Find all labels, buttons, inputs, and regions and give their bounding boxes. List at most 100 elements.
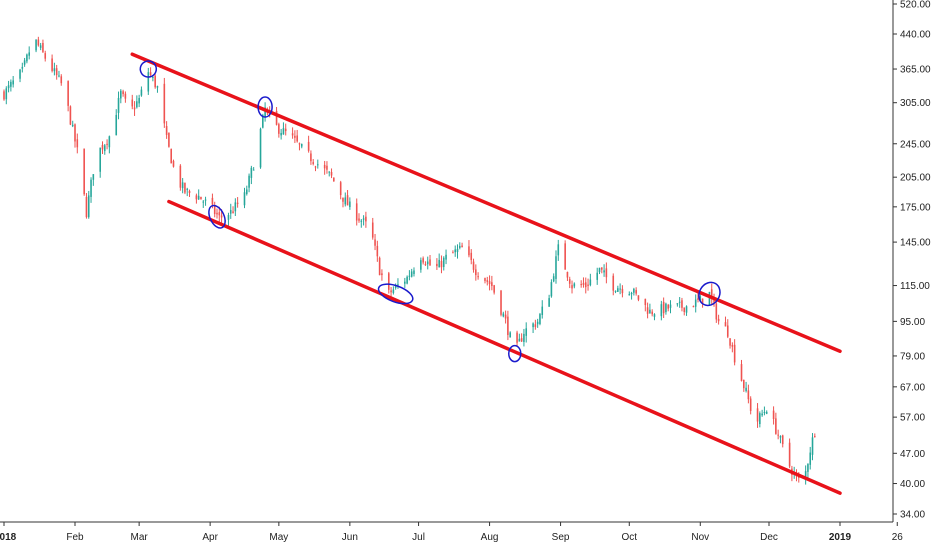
candle [5, 86, 8, 105]
candle [507, 310, 509, 341]
candle [163, 77, 166, 128]
candle [284, 123, 287, 136]
candle [28, 46, 30, 60]
candle [12, 76, 14, 88]
candle [715, 300, 718, 323]
candle [316, 159, 319, 169]
candle [60, 74, 63, 86]
x-tick-label: Jun [342, 532, 358, 543]
candle [520, 333, 523, 342]
candle [665, 302, 667, 315]
candle [156, 85, 159, 93]
candle [280, 128, 282, 140]
candle [154, 73, 156, 89]
candle [200, 196, 202, 200]
candle [605, 262, 608, 284]
candle [516, 330, 518, 347]
candle [600, 267, 603, 274]
candle [312, 159, 315, 166]
x-tick-label: Feb [66, 532, 84, 543]
x-tick-label: Jul [412, 532, 425, 543]
candle [394, 283, 397, 290]
candle [374, 233, 376, 251]
candle [761, 409, 763, 417]
candle [759, 411, 761, 428]
candle [296, 129, 298, 143]
candle [429, 255, 431, 266]
candle [83, 148, 85, 196]
x-tick-label: Nov [691, 532, 709, 543]
candle [745, 381, 747, 393]
candle [101, 141, 104, 154]
candle [58, 70, 60, 78]
candle [630, 291, 633, 300]
candle [692, 305, 695, 308]
candle [475, 264, 477, 281]
lower-channel-line [167, 199, 842, 495]
candle [149, 67, 152, 78]
candle [568, 276, 571, 289]
candle [413, 267, 415, 277]
candle [628, 291, 631, 296]
candle [681, 297, 683, 312]
candle [669, 300, 672, 314]
candle [662, 297, 665, 319]
candle [37, 36, 40, 47]
candle [42, 39, 44, 54]
y-tick-label: 440.00 [900, 30, 931, 41]
touch-point-ellipse [257, 96, 273, 118]
y-tick-label: 57.00 [900, 413, 925, 424]
candle [234, 198, 237, 217]
candle [772, 406, 775, 425]
candle [445, 249, 447, 265]
candle [115, 109, 118, 136]
candle [653, 313, 656, 321]
candle [424, 261, 427, 266]
candle [376, 240, 379, 262]
candle [814, 433, 816, 438]
y-tick-label: 365.00 [900, 65, 931, 76]
candle [202, 200, 205, 208]
candle [587, 278, 589, 291]
candle [488, 275, 491, 291]
candle [756, 403, 759, 428]
candle [365, 211, 367, 228]
x-tick-label: Dec [760, 532, 778, 543]
candle [534, 319, 537, 330]
candle [53, 62, 56, 76]
candle [197, 189, 200, 200]
candle [184, 182, 186, 195]
candle [294, 130, 296, 144]
candle [555, 250, 557, 284]
candle [442, 256, 445, 271]
candle [282, 122, 285, 135]
candle [181, 178, 184, 194]
candle [195, 193, 198, 204]
candle [781, 434, 784, 448]
candle [523, 328, 525, 347]
candle [779, 435, 782, 444]
candle [717, 314, 720, 325]
candle [74, 123, 76, 148]
candle [580, 280, 582, 288]
candle [7, 80, 10, 93]
candle [697, 292, 699, 303]
candle [557, 239, 560, 261]
candle [708, 291, 711, 306]
candle [232, 206, 234, 214]
candle [729, 338, 731, 349]
candle [637, 295, 640, 302]
touch-point-ellipse [698, 281, 721, 307]
candle [165, 121, 168, 139]
candle [710, 283, 713, 305]
candle [314, 165, 317, 172]
candle [461, 242, 463, 248]
candle [248, 173, 250, 193]
candle [804, 465, 807, 485]
candle [99, 147, 101, 178]
candle [410, 268, 413, 278]
candle [438, 253, 440, 268]
trendlines-layer [130, 52, 842, 495]
candle [486, 276, 489, 286]
candle [44, 50, 47, 62]
